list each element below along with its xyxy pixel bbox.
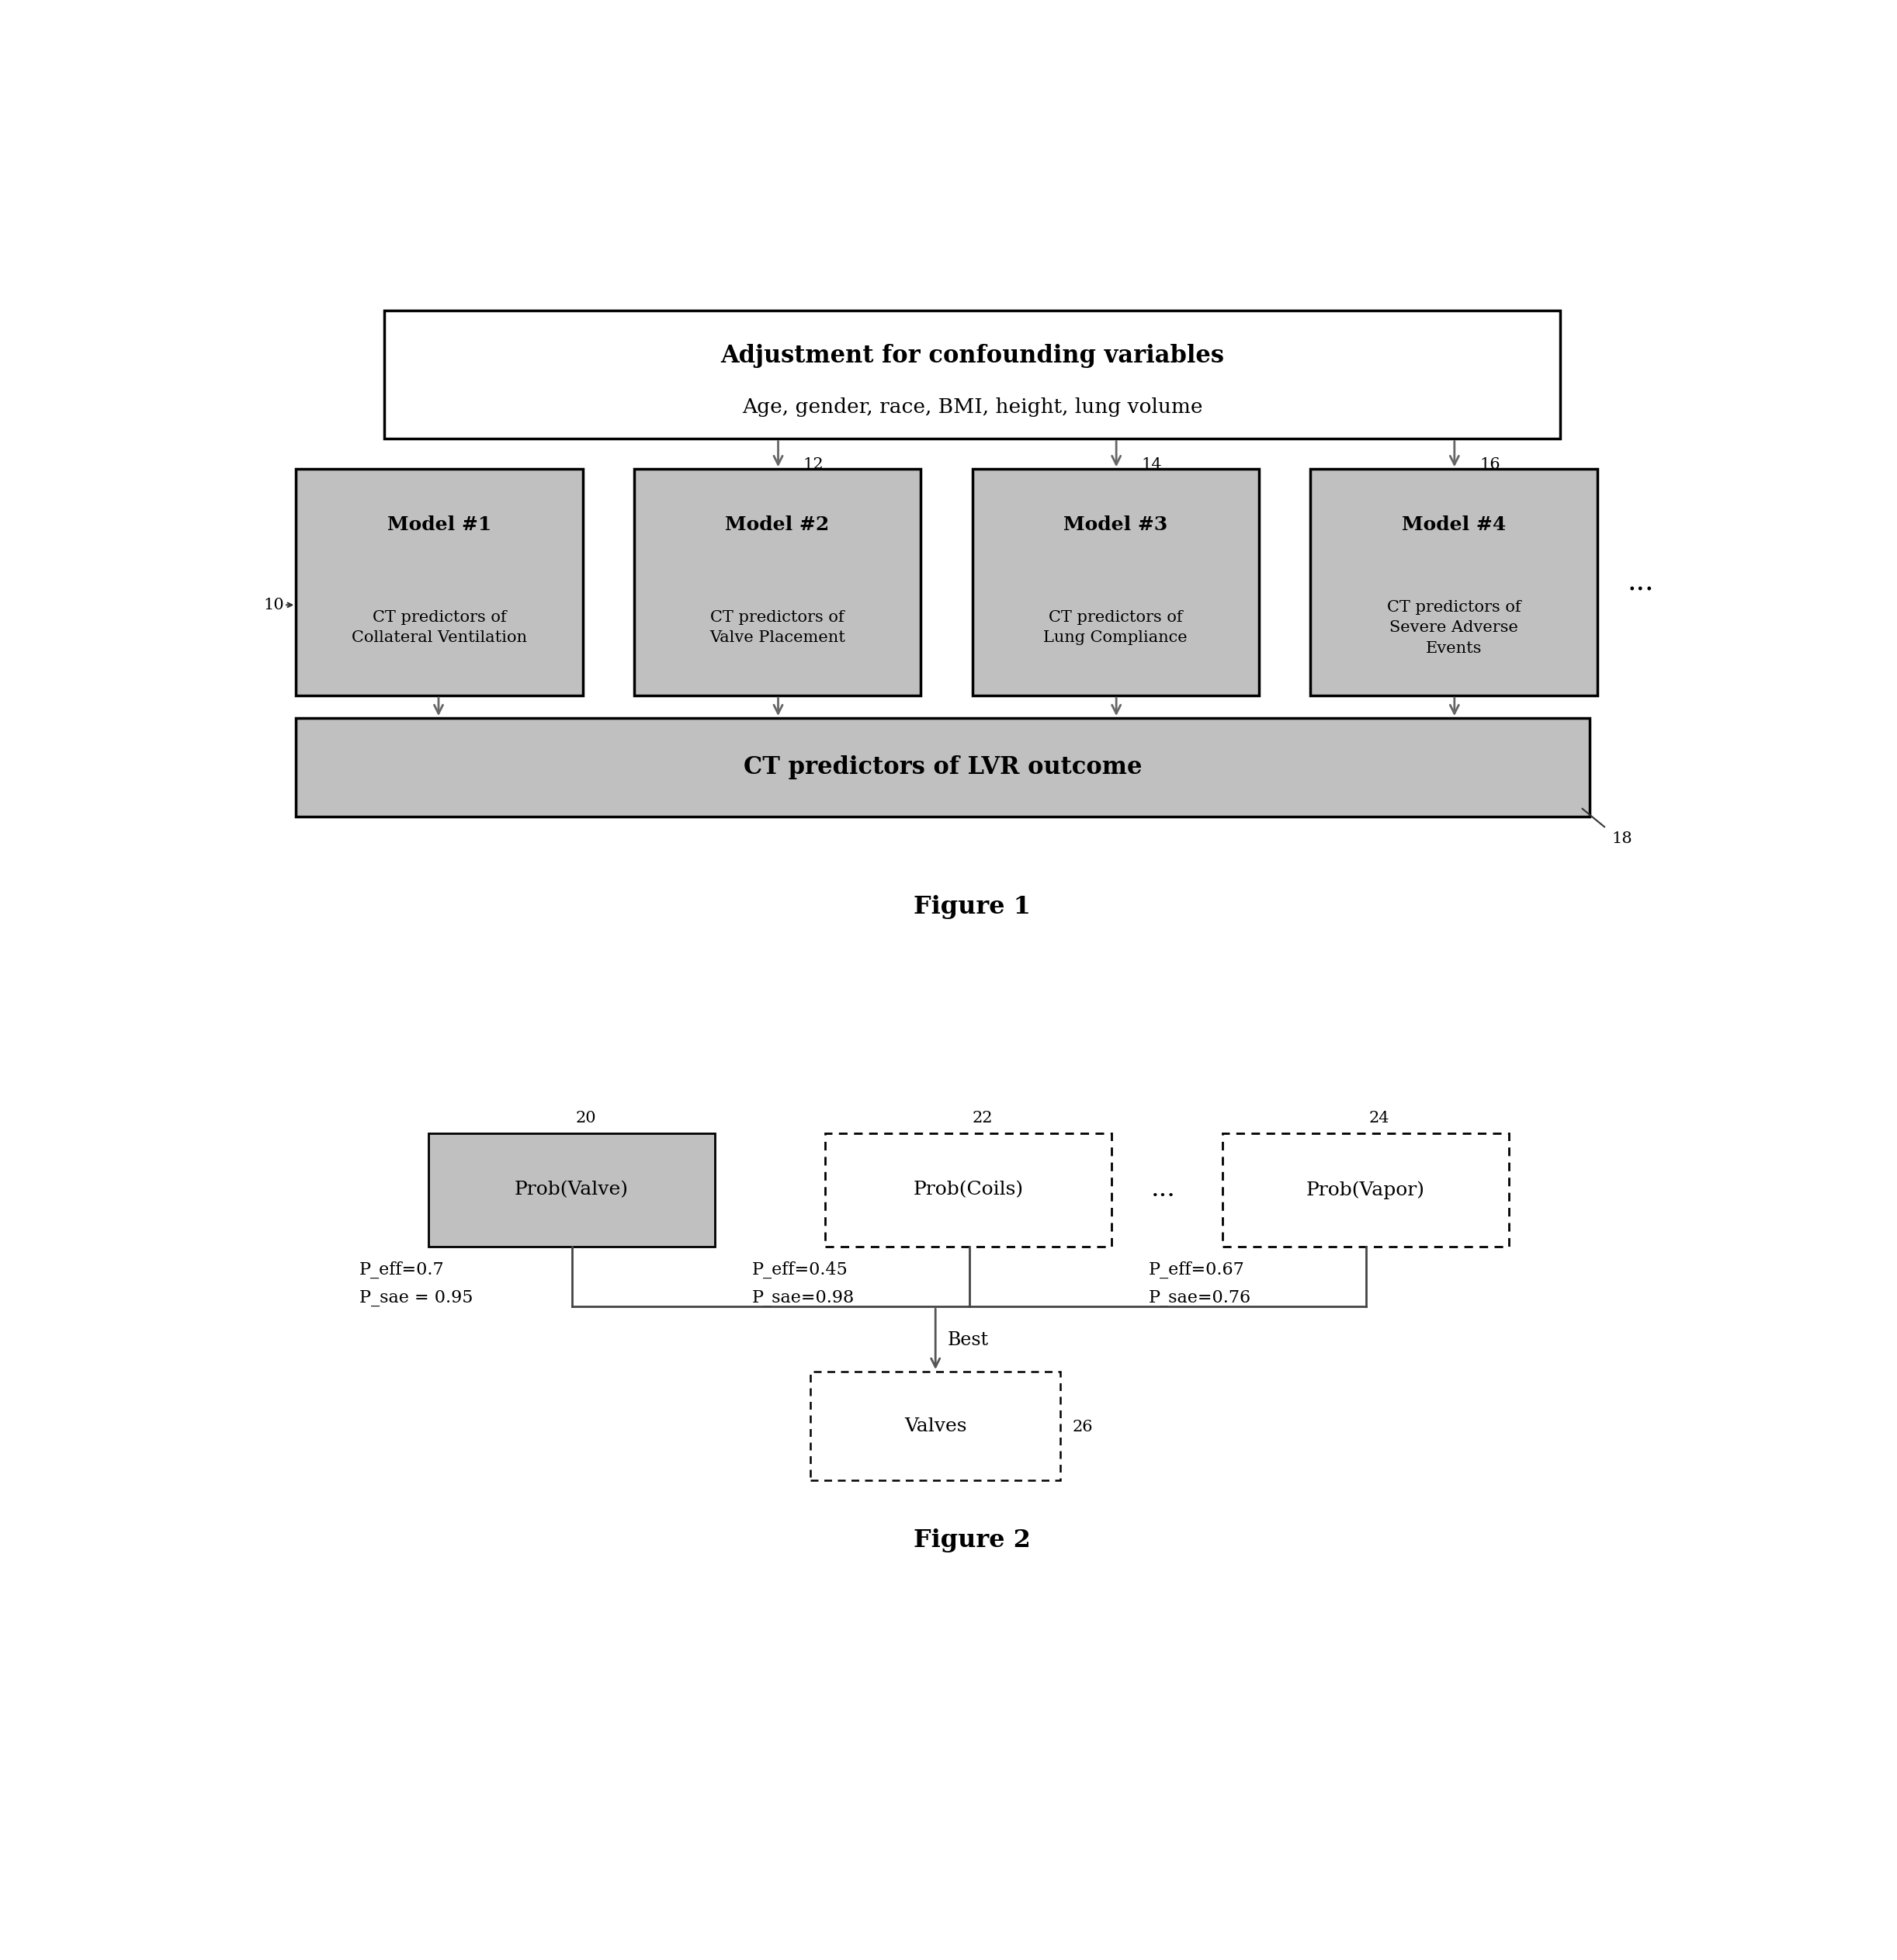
Text: Prob(Coils): Prob(Coils) [912,1180,1024,1200]
Text: 22: 22 [971,1111,992,1125]
Text: 24: 24 [1370,1111,1391,1125]
Text: P_eff=0.67
P_sae=0.76: P_eff=0.67 P_sae=0.76 [1148,1262,1252,1307]
Text: 18: 18 [1612,831,1633,847]
Text: CT predictors of
Lung Compliance: CT predictors of Lung Compliance [1043,610,1188,645]
Text: Prob(Valve): Prob(Valve) [514,1180,628,1200]
Bar [1311,468,1597,696]
Text: ...: ... [1151,1176,1176,1201]
Text: Model #2: Model #2 [725,515,829,535]
Bar [634,468,920,696]
Text: Figure 2: Figure 2 [914,1529,1030,1552]
Text: 12: 12 [802,457,823,472]
Text: CT predictors of
Collateral Ventilation: CT predictors of Collateral Ventilation [351,610,527,645]
Bar [1222,1133,1508,1247]
Bar [971,468,1260,696]
Text: P_eff=0.45
P_sae=0.98: P_eff=0.45 P_sae=0.98 [751,1262,854,1307]
Bar [383,310,1559,439]
Bar [296,717,1590,815]
Text: P_eff=0.7
P_sae = 0.95: P_eff=0.7 P_sae = 0.95 [359,1262,472,1307]
Text: Valves: Valves [905,1417,967,1435]
Text: CT predictors of
Valve Placement: CT predictors of Valve Placement [709,610,846,645]
Text: 16: 16 [1480,457,1501,472]
Text: CT predictors of
Severe Adverse
Events: CT predictors of Severe Adverse Events [1387,600,1521,655]
Text: Age, gender, race, BMI, height, lung volume: Age, gender, race, BMI, height, lung vol… [742,398,1203,417]
Bar [825,1133,1112,1247]
Text: 26: 26 [1072,1421,1093,1435]
Text: Best: Best [947,1331,988,1348]
Text: Adjustment for confounding variables: Adjustment for confounding variables [721,343,1224,368]
Text: Model #1: Model #1 [387,515,491,535]
Text: Figure 1: Figure 1 [914,896,1030,919]
Bar [810,1372,1060,1480]
Text: 10: 10 [264,598,285,612]
Bar [429,1133,715,1247]
Text: Model #4: Model #4 [1402,515,1506,535]
Text: Model #3: Model #3 [1064,515,1169,535]
Text: CT predictors of LVR outcome: CT predictors of LVR outcome [744,755,1142,780]
Text: ...: ... [1628,568,1654,596]
Text: Prob(Vapor): Prob(Vapor) [1307,1180,1425,1200]
Text: 20: 20 [575,1111,596,1125]
Text: 14: 14 [1142,457,1163,472]
Bar [296,468,582,696]
